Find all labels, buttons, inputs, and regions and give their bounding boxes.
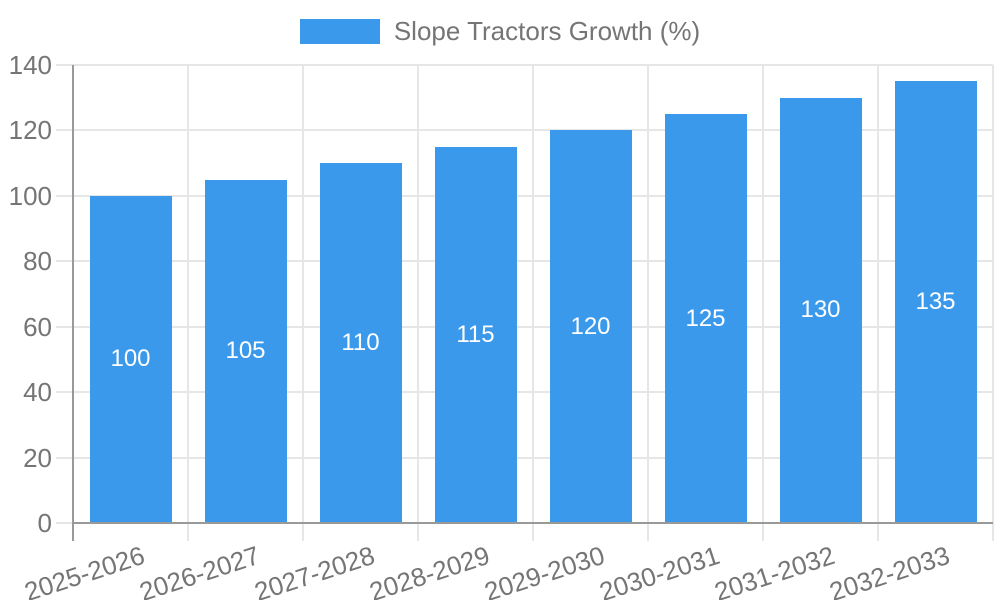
y-axis-tick: [56, 194, 73, 197]
y-axis-label: 120: [8, 115, 52, 146]
bar[interactable]: [204, 179, 287, 523]
bar[interactable]: [894, 81, 977, 523]
bar[interactable]: [89, 195, 172, 523]
bar[interactable]: [319, 163, 402, 523]
y-axis-tick: [56, 64, 73, 66]
y-axis-tick: [56, 391, 73, 394]
y-axis-label: 40: [23, 377, 52, 408]
legend-label: Slope Tractors Growth (%): [393, 15, 701, 46]
x-gridline: [647, 65, 649, 541]
x-gridline: [877, 65, 879, 541]
y-axis-label: 80: [23, 246, 52, 277]
x-gridline: [762, 65, 764, 541]
x-gridline: [992, 65, 994, 541]
y-axis-label: 140: [8, 50, 52, 80]
bar[interactable]: [434, 146, 517, 523]
x-gridline: [532, 65, 534, 541]
bar[interactable]: [779, 97, 862, 523]
legend-color-swatch: [299, 18, 380, 44]
x-gridline: [417, 65, 419, 541]
bar[interactable]: [549, 130, 632, 523]
y-axis-tick: [56, 129, 73, 132]
y-axis-label: 100: [8, 180, 52, 211]
y-axis-label: 0: [37, 508, 52, 538]
y-axis-label: 60: [23, 311, 52, 342]
y-axis-line: [72, 65, 74, 541]
x-gridline: [187, 65, 189, 541]
y-axis-tick: [56, 260, 73, 263]
x-axis-line: [73, 522, 993, 524]
y-axis-tick: [56, 456, 73, 459]
y-axis-tick: [56, 325, 73, 328]
x-gridline: [302, 65, 304, 541]
y-axis-tick: [56, 522, 73, 524]
y-axis-label: 20: [23, 442, 52, 473]
legend[interactable]: Slope Tractors Growth (%): [0, 15, 1000, 47]
bar[interactable]: [664, 114, 747, 523]
